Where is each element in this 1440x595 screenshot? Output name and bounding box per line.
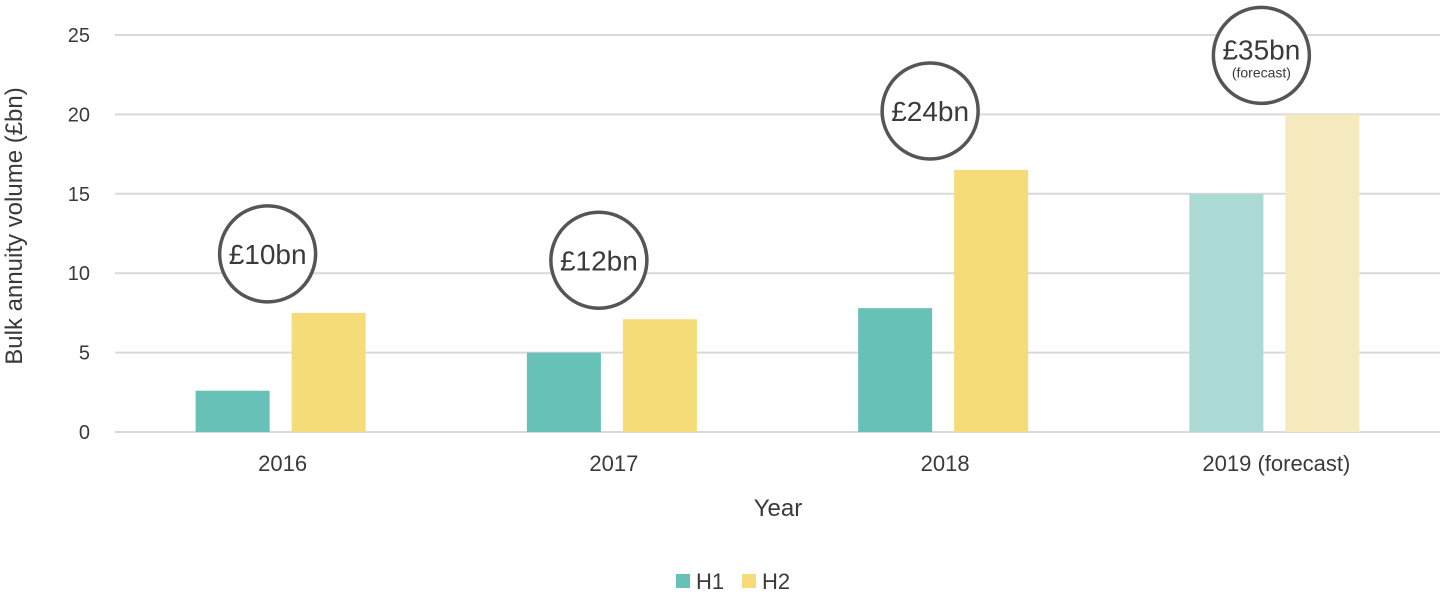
callout-total: £35bn xyxy=(1222,34,1300,65)
y-tick-label: 15 xyxy=(68,184,90,206)
callout-total: £10bn xyxy=(229,239,307,270)
bar-h2-2019 xyxy=(1285,114,1360,433)
y-tick-label: 10 xyxy=(68,263,90,285)
x-tick-label: 2018 xyxy=(921,451,970,476)
bar-h2-2018 xyxy=(954,169,1029,433)
bar-h1-2019 xyxy=(1189,193,1264,432)
callout-total: £24bn xyxy=(891,96,969,127)
legend-label-h1: H1 xyxy=(696,569,724,594)
callout-subtext: (forecast) xyxy=(1232,64,1291,80)
x-tick-label: 2017 xyxy=(589,451,638,476)
callout-circle xyxy=(549,210,649,311)
legend-swatch-h2 xyxy=(742,574,756,588)
bar-h1-2016 xyxy=(195,390,270,432)
legend-swatch-h1 xyxy=(676,574,690,588)
y-axis-ticks: 0 5 10 15 20 25 xyxy=(68,25,90,444)
callout-circle xyxy=(217,204,318,304)
bar-h1-2017 xyxy=(526,352,601,432)
x-tick-label: 2016 xyxy=(258,451,307,476)
y-tick-label: 20 xyxy=(68,104,90,126)
callout-circle xyxy=(1211,5,1312,106)
legend: H1 H2 xyxy=(676,569,790,594)
bar-h2-2017 xyxy=(622,319,697,432)
legend-label-h2: H2 xyxy=(762,569,790,594)
bar-h1-2018 xyxy=(858,308,933,432)
y-tick-label: 0 xyxy=(79,422,90,444)
y-axis-title: Bulk annuity volume (£bn) xyxy=(1,87,28,364)
total-callouts: £10bn £12bn £24bn £35bn(forecast) xyxy=(217,5,1312,311)
bars xyxy=(195,114,1360,433)
x-axis-title: Year xyxy=(754,495,803,522)
callout-total: £12bn xyxy=(560,245,638,276)
y-tick-label: 5 xyxy=(79,343,90,365)
x-tick-label: 2019 (forecast) xyxy=(1202,451,1350,476)
bar-h2-2016 xyxy=(291,312,366,432)
x-axis-ticks: 2016 2017 2018 2019 (forecast) xyxy=(258,451,1350,476)
callout-circle xyxy=(880,61,980,161)
y-tick-label: 25 xyxy=(68,25,90,47)
